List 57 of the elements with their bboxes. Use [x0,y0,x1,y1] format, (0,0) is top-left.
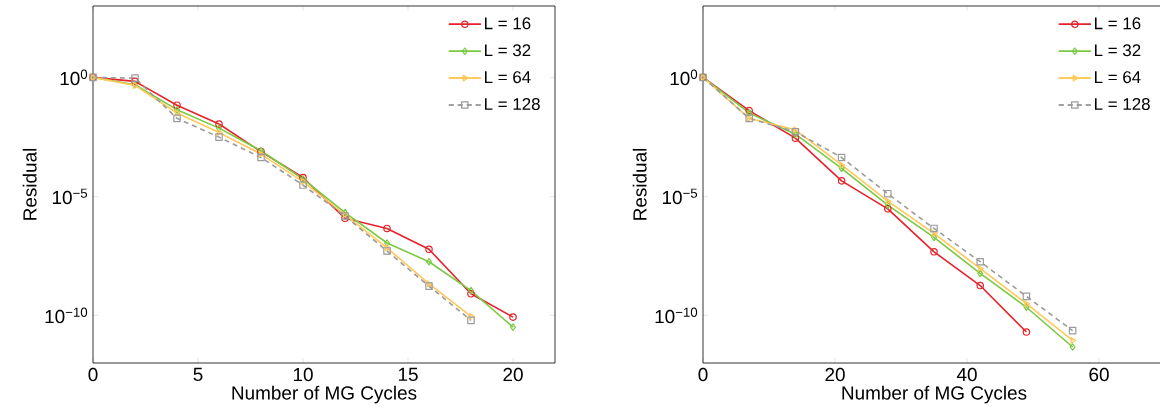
x-tick-label: 20 [825,367,845,382]
point [837,177,846,185]
x-tick-label: 10 [293,367,313,382]
point [837,153,846,162]
point [384,239,391,247]
legend-label: L = 16 [485,17,531,30]
point [174,109,181,117]
y-axis-title: Residual [22,148,37,220]
x-tick-label: 0 [698,367,708,382]
point [509,313,517,321]
legend-label: L = 64 [485,71,531,84]
point [173,101,181,109]
y-tick-label: 10$^{−10}$ [45,307,88,324]
point [791,134,800,142]
point [299,181,307,189]
y-axis-title: Residual [632,148,647,220]
y-tick-label: 10$^{−10}$ [655,307,698,324]
y-tick-label: 10$^{−5}$ [662,188,698,205]
point [930,224,938,233]
x-tick-label: 60 [1089,367,1109,382]
point [215,120,223,128]
x-tick-label: 40 [956,367,977,382]
x-axis-title: Number of MG Cycles [232,385,417,404]
x-axis-title: Number of MG Cycles [842,385,1027,404]
point [216,124,223,132]
point [383,224,391,233]
point [884,205,892,213]
point [131,74,139,82]
point [173,114,181,123]
legend-label: L = 128 [485,98,540,111]
point [839,161,846,169]
x-tick-label: 15 [398,367,418,382]
point [1070,337,1077,344]
y-tick-label: 10$^{0}$ [670,69,698,86]
x-tick-label: 20 [503,367,523,382]
point [885,197,892,205]
legend-label: L = 128 [1095,98,1150,111]
x-tick-label: 0 [88,367,98,382]
point [976,281,985,290]
legend-label: L = 16 [1095,17,1141,30]
point [978,265,985,272]
point [1024,300,1031,308]
point [257,153,265,162]
y-tick-label: 10$^{−5}$ [52,188,88,205]
legend-label: L = 32 [485,44,531,57]
point [425,245,433,254]
point [1068,326,1077,335]
point [426,257,433,266]
x-tick-label: 5 [193,367,203,382]
point [215,133,223,141]
y-tick-label: 10$^{0}$ [60,69,88,86]
point [884,189,892,198]
point [1022,292,1031,301]
point [976,257,985,266]
legend-label: L = 64 [1095,71,1141,84]
legend-label: L = 32 [1095,44,1141,57]
point [930,248,938,256]
